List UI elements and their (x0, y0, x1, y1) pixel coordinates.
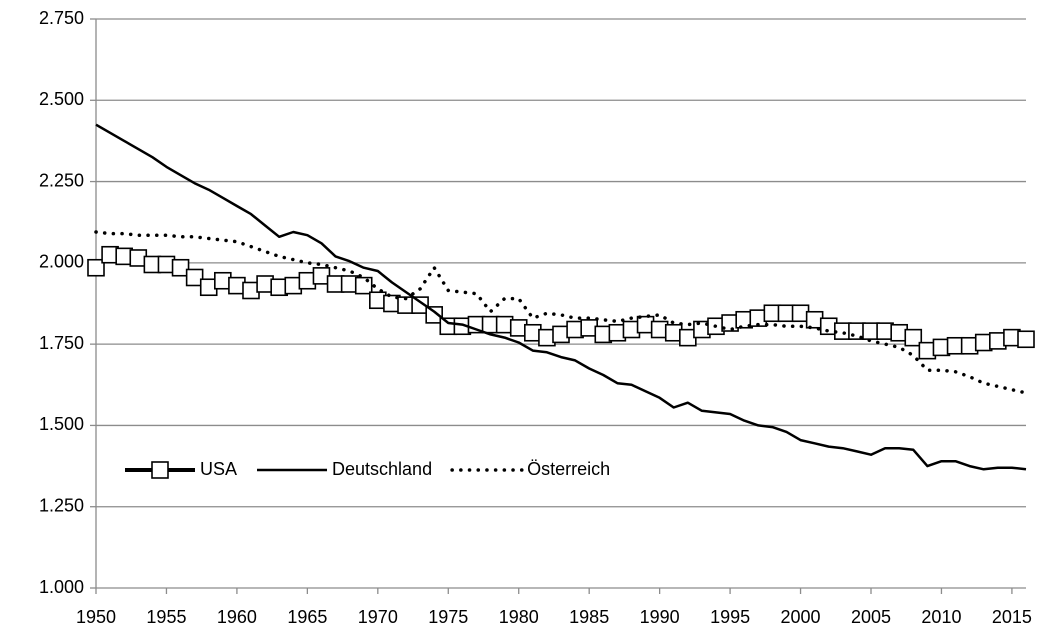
data-point (171, 258, 190, 277)
x-tick-label: 2000 (781, 607, 821, 627)
data-point (904, 328, 923, 347)
data-point (185, 268, 204, 287)
y-tick-label: 2.500 (39, 89, 84, 109)
x-tick-label: 1970 (358, 607, 398, 627)
x-tick-label: 1985 (569, 607, 609, 627)
x-tick-label: 1990 (640, 607, 680, 627)
x-tick-label: 1980 (499, 607, 539, 627)
y-tick-label: 2.250 (39, 170, 84, 190)
y-tick-label: 2.000 (39, 252, 84, 272)
data-point (411, 296, 429, 314)
data-point (354, 276, 373, 295)
x-tick-label: 1965 (287, 607, 327, 627)
legend-label: Österreich (527, 459, 610, 479)
x-tick-label: 1975 (428, 607, 468, 627)
legend-label: Deutschland (332, 459, 432, 479)
y-tick-label: 1.000 (39, 577, 84, 597)
y-tick-label: 1.750 (39, 333, 84, 353)
data-point (425, 306, 443, 324)
x-tick-label: 2005 (851, 607, 891, 627)
legend-marker (151, 461, 169, 479)
series-line (94, 230, 1028, 395)
legend-label: USA (200, 459, 237, 479)
series-line (95, 123, 1027, 471)
data-point (87, 258, 105, 277)
x-tick-label: 1950 (76, 607, 116, 627)
y-tick-label: 1.250 (39, 495, 84, 515)
x-tick-label: 2010 (921, 607, 961, 627)
x-tick-label: 2015 (992, 607, 1032, 627)
data-point (1017, 330, 1035, 349)
y-tick-label: 1.500 (39, 414, 84, 434)
legend: USA Deutschland Österreich (125, 459, 610, 479)
x-tick-label: 1960 (217, 607, 257, 627)
x-tick-label: 1955 (146, 607, 186, 627)
y-tick-label: 2.750 (39, 8, 84, 28)
x-tick-label: 1995 (710, 607, 750, 627)
